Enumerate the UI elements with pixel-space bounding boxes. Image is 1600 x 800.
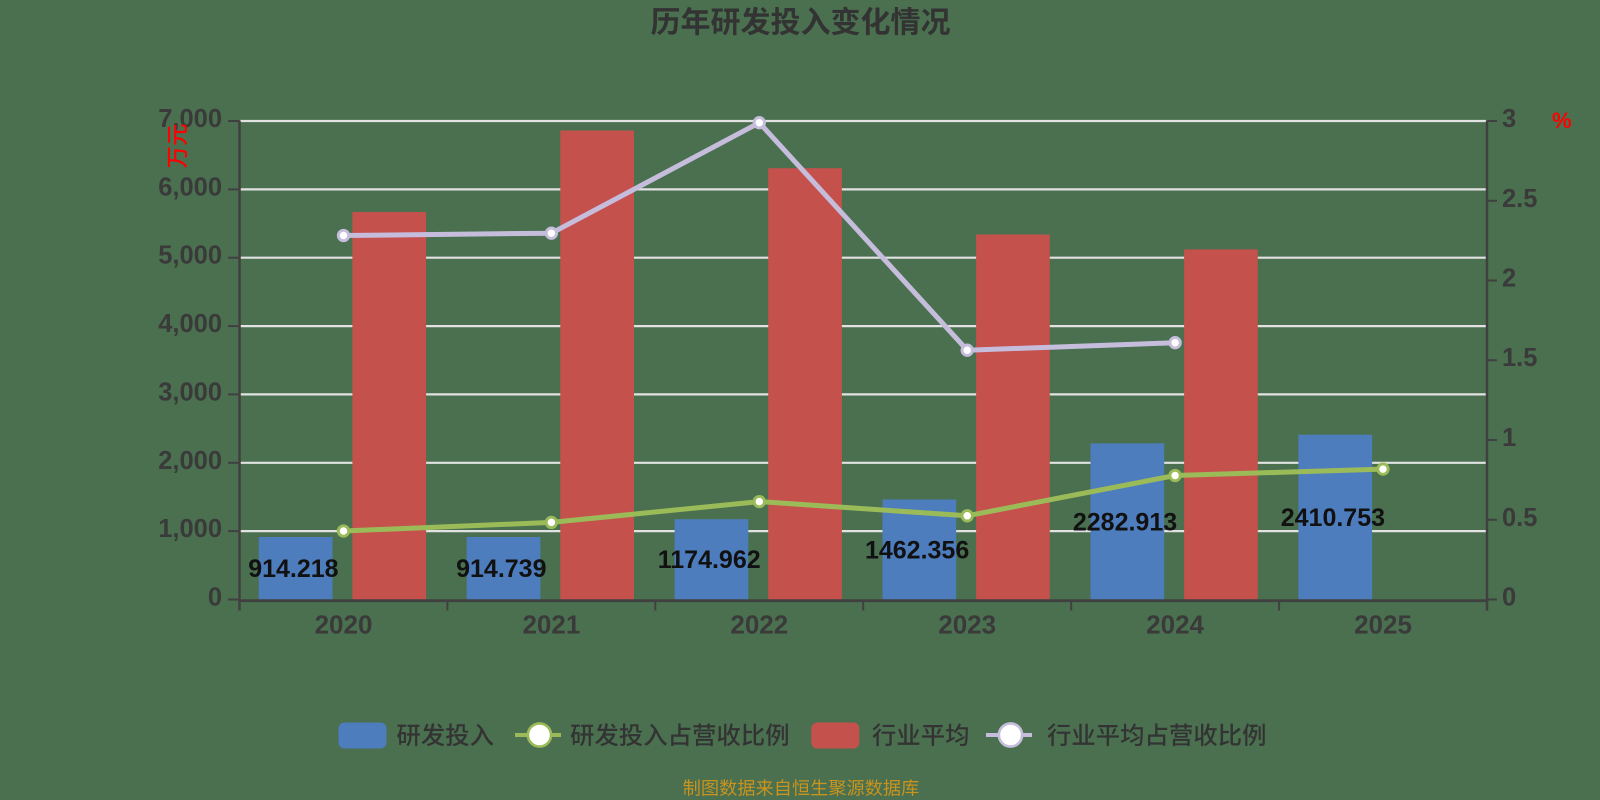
svg-text:2025: 2025 (1354, 610, 1412, 640)
svg-text:5,000: 5,000 (158, 242, 222, 270)
svg-text:0.5: 0.5 (1502, 504, 1537, 532)
svg-text:2.5: 2.5 (1502, 185, 1537, 213)
svg-text:2023: 2023 (938, 610, 996, 640)
svg-text:2282.913: 2282.913 (1073, 508, 1177, 536)
svg-text:1: 1 (1502, 424, 1516, 452)
svg-text:1,000: 1,000 (158, 515, 222, 543)
svg-text:2,000: 2,000 (158, 447, 222, 475)
svg-text:0: 0 (1502, 584, 1516, 612)
svg-text:1462.356: 1462.356 (865, 536, 969, 564)
svg-text:2020: 2020 (315, 610, 373, 640)
svg-text:3,000: 3,000 (158, 378, 222, 406)
svg-text:6,000: 6,000 (158, 173, 222, 201)
svg-text:7,000: 7,000 (158, 105, 222, 133)
svg-text:914.739: 914.739 (456, 555, 546, 583)
svg-text:1.5: 1.5 (1502, 344, 1537, 372)
svg-text:2024: 2024 (1146, 610, 1204, 640)
svg-text:2021: 2021 (522, 610, 580, 640)
svg-text:%: % (1552, 108, 1572, 133)
svg-text:4,000: 4,000 (158, 310, 222, 338)
svg-text:2410.753: 2410.753 (1281, 504, 1385, 532)
svg-text:1174.962: 1174.962 (658, 546, 761, 574)
svg-text:2: 2 (1502, 265, 1516, 293)
svg-text:0: 0 (208, 584, 222, 612)
svg-text:914.218: 914.218 (248, 555, 338, 583)
svg-text:2022: 2022 (730, 610, 788, 640)
svg-text:3: 3 (1502, 105, 1516, 133)
